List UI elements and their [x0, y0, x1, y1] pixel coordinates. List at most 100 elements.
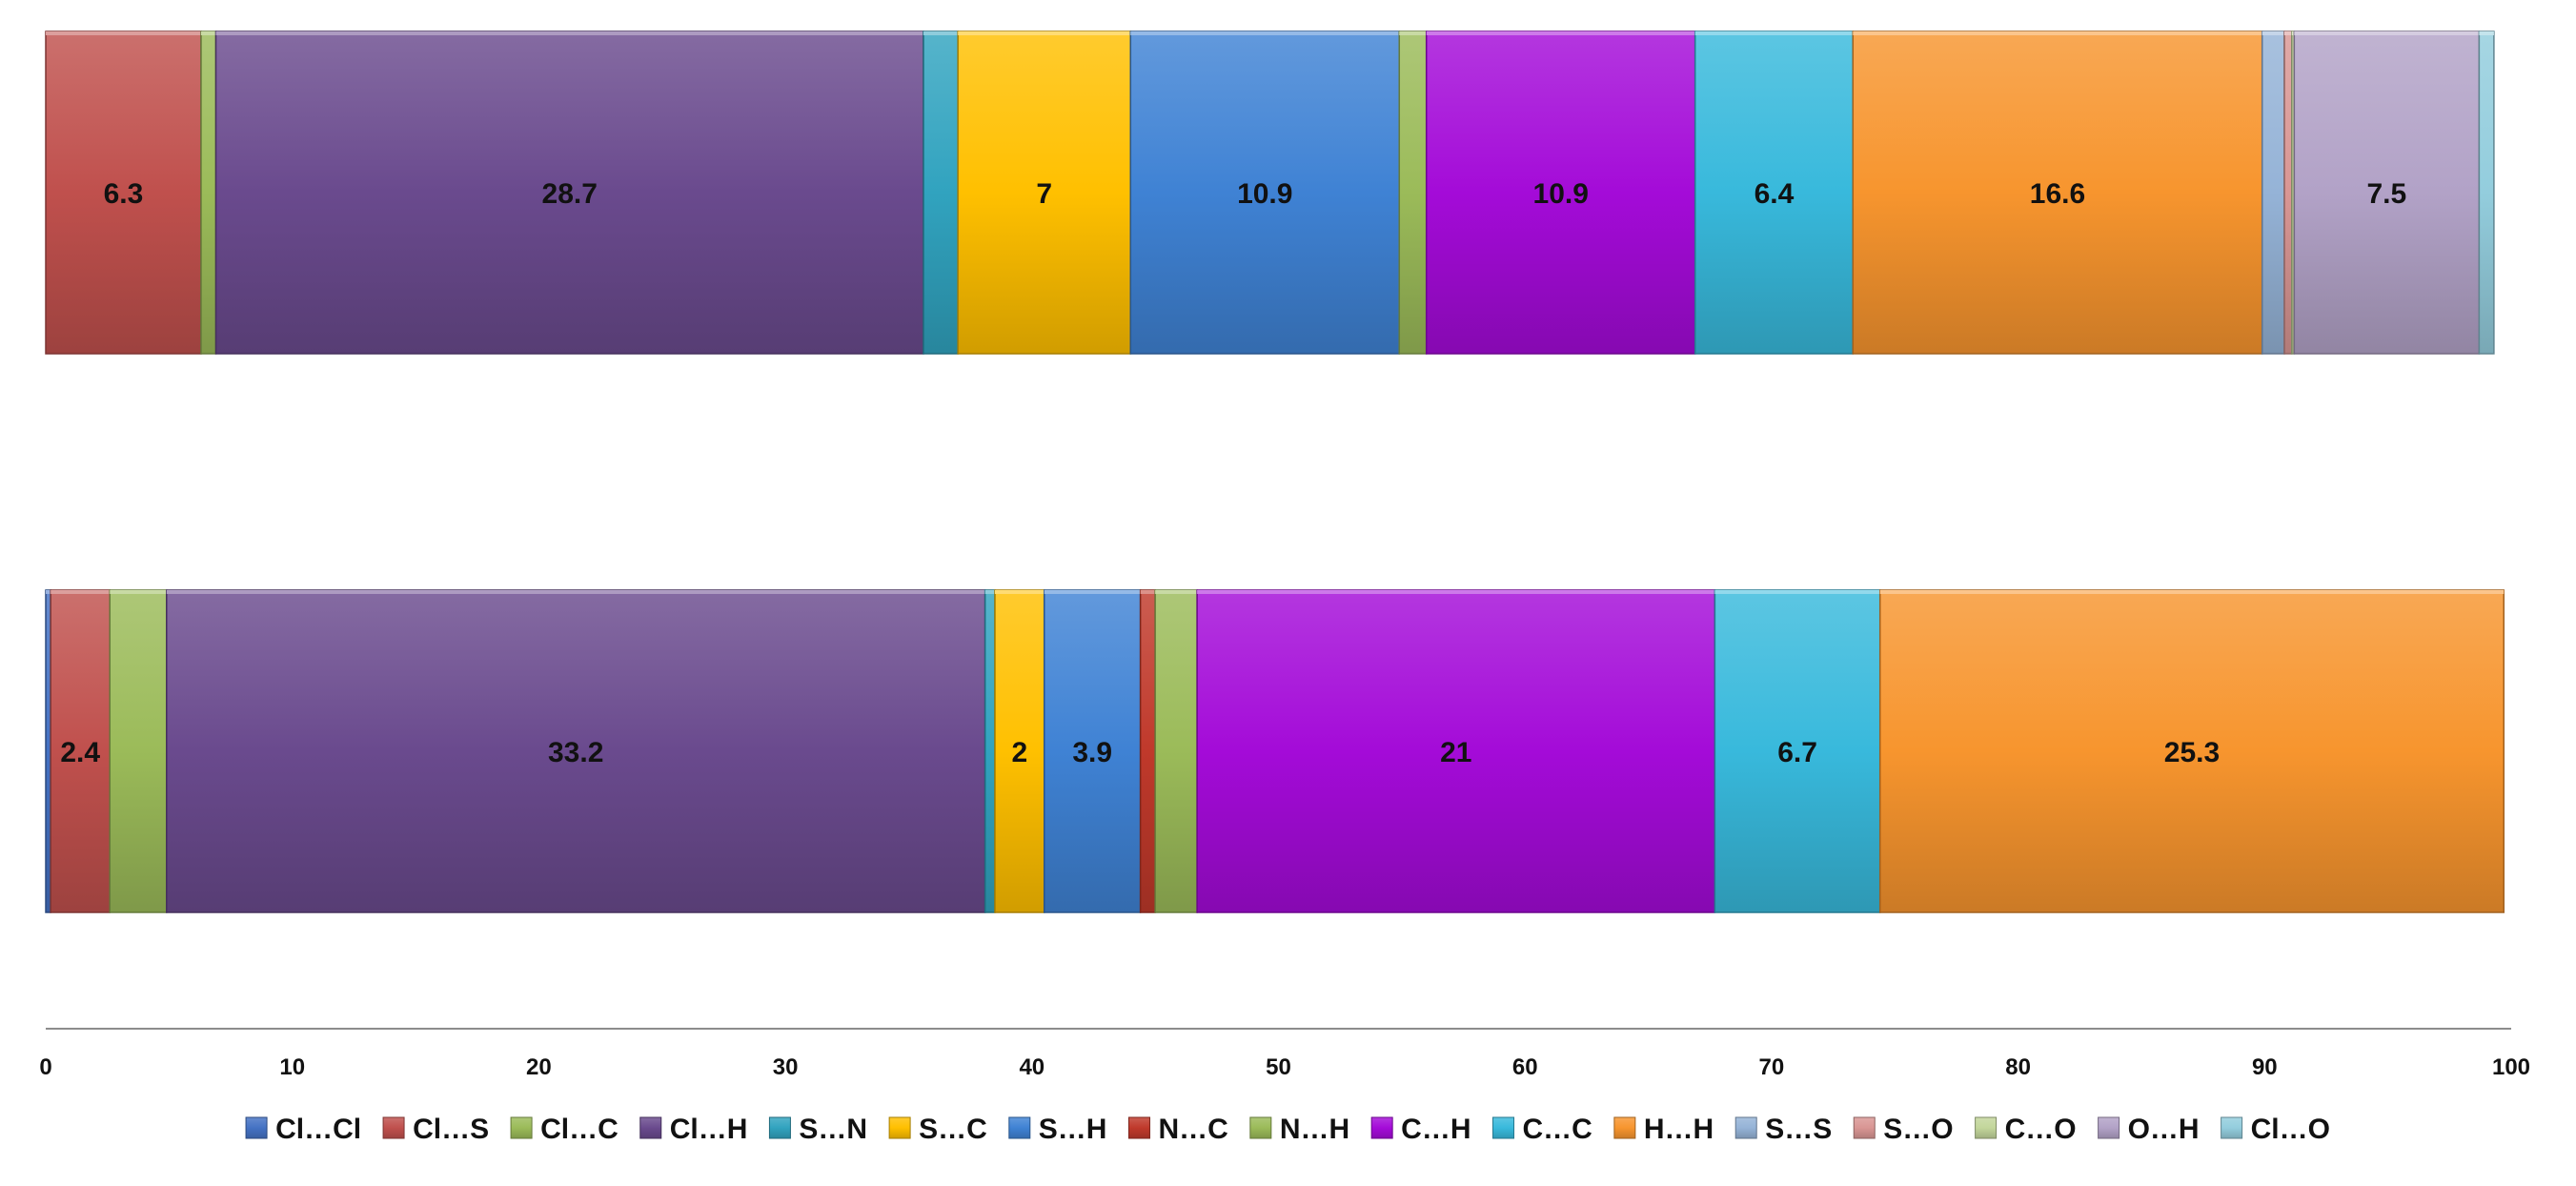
legend-swatch	[1249, 1116, 1272, 1139]
legend-item: N…H	[1249, 1114, 1349, 1145]
legend: Cl…Cl Cl…S Cl…C Cl…H S…N S…C S…H N…C N…H C…H C…C H……	[245, 1114, 2330, 1145]
x-tick-label: 90	[2252, 1054, 2278, 1080]
legend-item: Cl…O	[2221, 1114, 2330, 1145]
bar-2-segment	[1714, 589, 1881, 913]
bars-layer	[45, 31, 2505, 913]
legend-label: S…O	[1883, 1114, 1953, 1145]
legend-item: O…H	[2098, 1114, 2200, 1145]
legend-item: S…C	[888, 1114, 987, 1145]
bar-segment-highlight	[2283, 31, 2292, 35]
legend-item: Cl…Cl	[245, 1114, 361, 1145]
x-tick-label: 100	[2492, 1054, 2530, 1080]
data-label: 25.3	[2164, 737, 2220, 768]
bar-segment-highlight	[2262, 31, 2284, 35]
bar-segment-highlight	[923, 31, 959, 35]
legend-item: H…H	[1613, 1114, 1714, 1145]
data-labels-layer: 6.3 28.7 7 10.9 10.9 6.4 16.6 7.5 2.4 33.2 2 3.9 21 6…	[60, 178, 2406, 768]
x-tick-label: 30	[773, 1054, 799, 1080]
legend-swatch	[1008, 1116, 1031, 1139]
bar-1-segment	[1852, 31, 2263, 355]
bar-1-segment	[45, 31, 202, 355]
legend-swatch	[639, 1116, 662, 1139]
x-tick-label: 60	[1512, 1054, 1538, 1080]
legend-swatch	[1734, 1116, 1757, 1139]
bar-segment-highlight	[994, 590, 1045, 594]
data-label: 10.9	[1237, 178, 1292, 210]
bar-segment-highlight	[1140, 590, 1156, 594]
bar-segment-highlight	[984, 590, 995, 594]
legend-swatch	[2221, 1116, 2243, 1139]
bar-2-segment	[1043, 589, 1142, 913]
legend-label: Cl…H	[670, 1114, 748, 1145]
data-label: 2.4	[60, 737, 100, 768]
bar-segment-highlight	[51, 590, 111, 594]
bar-2-segment	[109, 589, 168, 913]
legend-label: Cl…O	[2251, 1114, 2330, 1145]
legend-swatch	[2098, 1116, 2120, 1139]
legend-swatch	[510, 1116, 533, 1139]
data-label: 6.4	[1755, 178, 1795, 210]
bar-segment-highlight	[215, 31, 923, 35]
legend-item: Cl…C	[510, 1114, 619, 1145]
bar-segment-highlight	[1197, 590, 1715, 594]
bar-2-segment	[45, 589, 51, 913]
x-tick-label: 70	[1759, 1054, 1785, 1080]
bar-segment-highlight	[200, 31, 216, 35]
bar-segment-highlight	[2291, 31, 2295, 35]
legend-label: C…O	[2005, 1114, 2077, 1145]
bar-segment-highlight	[46, 590, 51, 594]
bar-2-segment	[1878, 589, 2505, 913]
data-label: 33.2	[548, 737, 603, 768]
bar-2-segment	[1154, 589, 1198, 913]
bar-segment-highlight	[1694, 31, 1854, 35]
legend-swatch	[768, 1116, 791, 1139]
x-tick-label: 0	[39, 1054, 51, 1080]
legend-item: C…O	[1975, 1114, 2077, 1145]
legend-label: N…C	[1158, 1114, 1227, 1145]
legend-swatch	[1370, 1116, 1393, 1139]
legend-label: H…H	[1644, 1114, 1714, 1145]
bar-1-segment	[2478, 31, 2495, 355]
data-label: 3.9	[1072, 737, 1112, 768]
x-tick-label: 40	[1019, 1054, 1045, 1080]
bar-segment-highlight	[1879, 590, 2505, 594]
legend-item: S…S	[1734, 1114, 1832, 1145]
bar-2-segment	[50, 589, 112, 913]
bar-1-segment	[1398, 31, 1428, 355]
data-label: 6.3	[104, 178, 144, 210]
bar-1-segment	[1129, 31, 1401, 355]
bar-2-segment	[994, 589, 1045, 913]
legend-item: C…H	[1370, 1114, 1471, 1145]
legend-item: S…H	[1008, 1114, 1107, 1145]
legend-label: C…H	[1401, 1114, 1471, 1145]
data-label: 7	[1036, 178, 1052, 210]
legend-swatch	[1613, 1116, 1636, 1139]
legend-swatch	[1975, 1116, 1998, 1139]
legend-swatch	[1127, 1116, 1150, 1139]
bar-1-segment	[200, 31, 217, 355]
bar-1-segment	[2293, 31, 2481, 355]
data-label: 6.7	[1777, 737, 1817, 768]
bar-segment-highlight	[2294, 31, 2480, 35]
bar-1-segment	[214, 31, 924, 355]
bar-segment-highlight	[46, 31, 201, 35]
legend-label: Cl…C	[540, 1114, 619, 1145]
x-tick-label: 80	[2005, 1054, 2031, 1080]
x-tick-label: 20	[526, 1054, 552, 1080]
data-label: 21	[1440, 737, 1471, 768]
legend-label: S…C	[919, 1114, 987, 1145]
bar-1-segment	[2283, 31, 2293, 355]
bar-segment-highlight	[1714, 590, 1880, 594]
legend-swatch	[245, 1116, 268, 1139]
legend-item: Cl…H	[639, 1114, 748, 1145]
legend-item: N…C	[1127, 1114, 1228, 1145]
data-label: 28.7	[542, 178, 598, 210]
legend-label: S…S	[1765, 1114, 1832, 1145]
bar-segment-highlight	[1130, 31, 1400, 35]
bar-segment-highlight	[1399, 31, 1427, 35]
bar-1-segment	[2261, 31, 2285, 355]
legend-label: N…H	[1280, 1114, 1349, 1145]
legend-label: S…H	[1039, 1114, 1107, 1145]
legend-label: O…H	[2128, 1114, 2200, 1145]
